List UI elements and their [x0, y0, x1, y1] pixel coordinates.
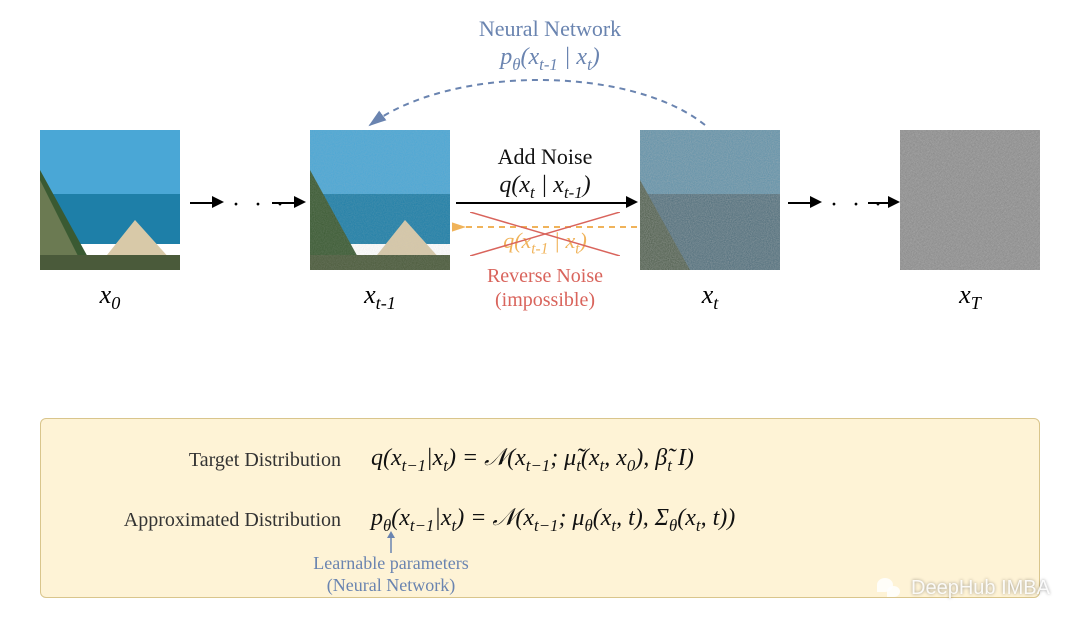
target-dist-row: Target Distribution q(xt−1|xt) = 𝒩(xt−1;…	[41, 445, 1039, 476]
nn-formula: pθ(xt-1 | xt)	[440, 44, 660, 75]
arrow-head-2a	[810, 196, 822, 208]
image-xT	[900, 130, 1040, 270]
arrow-seg-1a	[190, 202, 212, 204]
target-dist-formula: q(xt−1|xt) = 𝒩(xt−1; μ̃t(xt, x0), β̃t I)	[371, 445, 694, 476]
arrow-seg-1b	[272, 202, 294, 204]
beach-image-medium-noise	[310, 130, 450, 270]
arrow-seg-2b	[868, 202, 888, 204]
image-xt	[640, 130, 780, 270]
forward-arrow-head	[626, 196, 638, 208]
reverse-noise-label: Reverse Noise (impossible)	[450, 264, 640, 312]
label-x0: x0	[40, 280, 180, 314]
target-dist-label: Target Distribution	[41, 449, 371, 472]
watermark: DeepHub IMBA	[877, 577, 1050, 600]
ellipsis-1: · · ·	[232, 192, 288, 219]
formula-panel: Target Distribution q(xt−1|xt) = 𝒩(xt−1;…	[40, 418, 1040, 598]
arrow-seg-2a	[788, 202, 810, 204]
arrow-head-1b	[294, 196, 306, 208]
arrow-head-2b	[888, 196, 900, 208]
learnable-arrow-icon	[384, 531, 398, 553]
image-xtm1	[310, 130, 450, 270]
forward-arrow	[456, 202, 626, 204]
diffusion-chain: x0 · · · xt-1 Add Noise q(xt | xt-1) q(x…	[0, 130, 1080, 330]
approx-dist-row: Approximated Distribution pθ(xt−1|xt) = …	[41, 505, 1039, 536]
watermark-text: DeepHub IMBA	[911, 577, 1050, 600]
label-xt: xt	[640, 280, 780, 314]
reverse-formula: q(xt-1 | xt)	[460, 228, 630, 258]
label-xT: xT	[900, 280, 1040, 314]
approx-dist-label: Approximated Distribution	[41, 509, 371, 532]
learnable-params-label: Learnable parameters (Neural Network)	[291, 553, 491, 596]
pure-noise-image	[900, 130, 1040, 270]
label-xtm1: xt-1	[310, 280, 450, 314]
wechat-icon	[877, 578, 903, 600]
arrow-head-1a	[212, 196, 224, 208]
nn-label: Neural Network	[440, 16, 660, 42]
add-noise-label: Add Noise	[460, 144, 630, 170]
beach-image-heavy-noise	[640, 130, 780, 270]
image-x0	[40, 130, 180, 270]
ellipsis-2: · · ·	[830, 192, 886, 219]
add-noise-formula: q(xt | xt-1)	[460, 172, 630, 203]
beach-image-clean	[40, 130, 180, 270]
approx-dist-formula: pθ(xt−1|xt) = 𝒩(xt−1; μθ(xt, t), Σθ(xt, …	[371, 505, 735, 536]
